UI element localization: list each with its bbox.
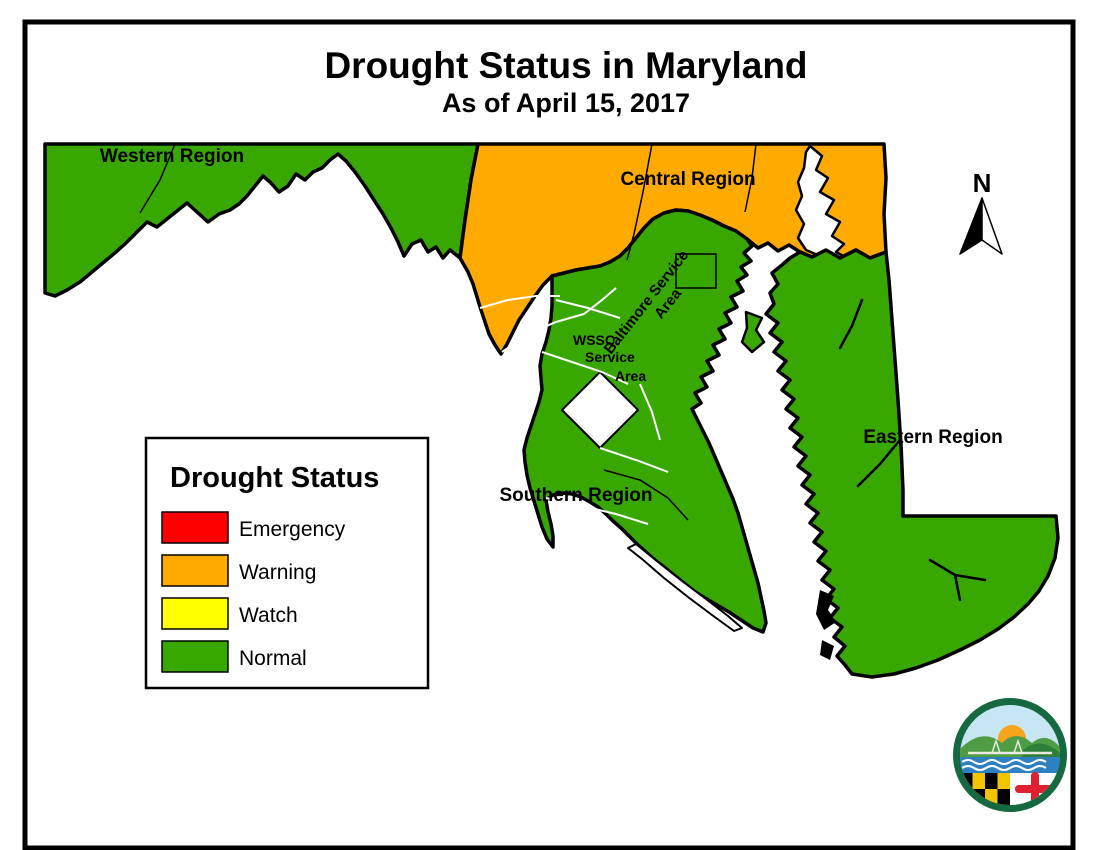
baltimore-city-outline — [675, 253, 717, 289]
county-line-white-4 — [541, 351, 629, 385]
county-line-white-3 — [555, 299, 621, 319]
eastern-river-1 — [838, 298, 864, 350]
page-subtitle: As of April 15, 2017 — [442, 88, 690, 118]
legend-swatch-normal — [161, 640, 229, 673]
legend-swatch-emergency — [161, 511, 229, 544]
legend-swatch-watch — [161, 597, 229, 630]
county-line-white-5 — [599, 447, 669, 473]
logo-water — [960, 757, 1060, 773]
legend-label-emergency: Emergency — [239, 518, 346, 541]
county-line-white-7 — [639, 383, 661, 441]
legend-label-watch: Watch — [239, 604, 298, 627]
county-line-central-2 — [744, 143, 757, 213]
southern-region-label: Southern Region — [499, 485, 652, 506]
county-line-central-1 — [626, 143, 653, 261]
central-region-label: Central Region — [620, 169, 755, 190]
county-line-white-1 — [501, 287, 617, 353]
logo-bridge-icon — [968, 738, 1052, 755]
legend: Drought Status Emergency Warning Watch N… — [144, 436, 430, 690]
county-line-western — [139, 143, 176, 214]
wssc-label-line1: WSSC — [573, 332, 615, 348]
eastern-river-3 — [928, 558, 987, 602]
north-arrow-label: N — [973, 168, 992, 198]
region-southern-westshore — [522, 208, 768, 634]
north-arrow: N — [959, 168, 1003, 255]
patuxent-river — [627, 543, 743, 632]
eastern-river-2 — [856, 438, 902, 488]
legend-title: Drought Status — [170, 462, 379, 494]
wssc-label-line2: Service — [585, 349, 635, 365]
western-region-label: Western Region — [100, 146, 244, 167]
county-line-white-2 — [479, 295, 560, 309]
county-line-southern — [603, 469, 689, 521]
north-arrow-right-half — [981, 197, 1003, 255]
county-line-white-6 — [545, 497, 649, 525]
wssc-label-line3: Area — [615, 368, 646, 384]
eastern-region-label: Eastern Region — [863, 427, 1002, 448]
page-title: Drought Status in Maryland — [324, 45, 807, 86]
logo-waves — [961, 759, 1047, 771]
kent-island — [740, 310, 766, 354]
legend-label-warning: Warning — [239, 561, 316, 584]
region-eastern — [764, 248, 1060, 679]
legend-swatch-warning — [161, 554, 229, 587]
maryland-dnr-logo — [953, 698, 1067, 812]
wssc-service-area-label: WSSC Service Area — [573, 332, 646, 384]
region-western — [43, 142, 480, 298]
bay-islands — [816, 590, 836, 660]
legend-label-normal: Normal — [239, 647, 307, 670]
